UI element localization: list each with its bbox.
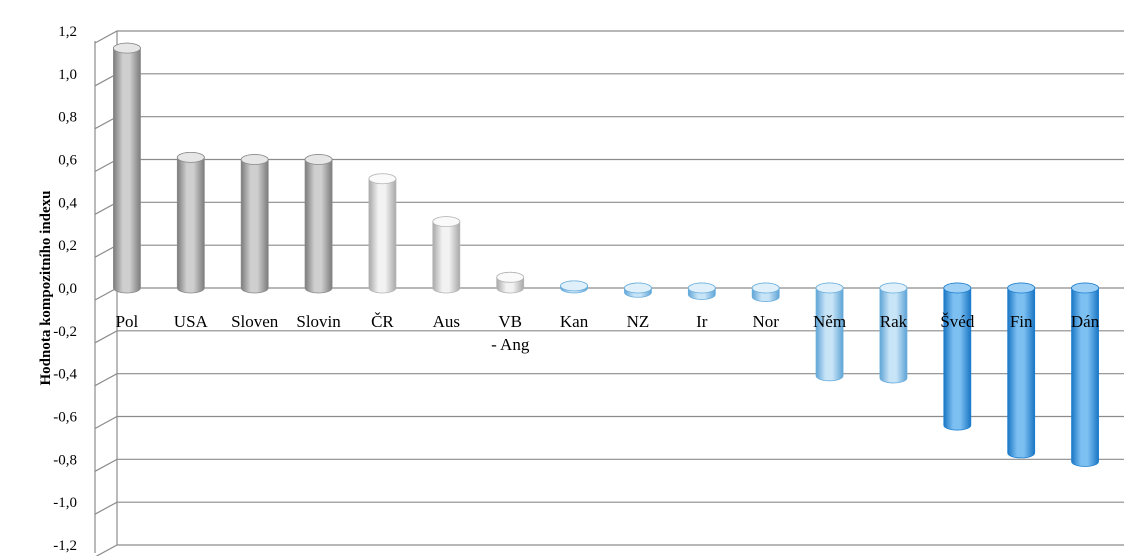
bar xyxy=(560,280,588,294)
category-label: Sloven xyxy=(231,312,279,331)
bar xyxy=(815,282,844,382)
y-tick-label: -0,4 xyxy=(53,367,77,383)
bar xyxy=(368,173,397,294)
gridline xyxy=(94,501,1124,515)
y-tick-label: 1,0 xyxy=(58,67,77,83)
gridline xyxy=(94,30,1124,44)
y-tick-label: -1,0 xyxy=(53,495,77,511)
bar xyxy=(1007,282,1036,459)
gridline xyxy=(94,116,1124,130)
bars xyxy=(113,42,1099,467)
category-label: Nor xyxy=(752,312,779,331)
category-label: USA xyxy=(174,312,209,331)
category-label: Pol xyxy=(116,312,139,331)
category-label: NZ xyxy=(627,312,650,331)
category-label: - Ang xyxy=(491,335,530,354)
category-label: ČR xyxy=(371,312,394,331)
category-label: Slovin xyxy=(296,312,341,331)
y-tick-label: 1,2 xyxy=(58,24,77,40)
bar xyxy=(176,151,205,294)
bar xyxy=(687,282,716,300)
bar xyxy=(751,282,780,302)
category-labels: Pol USA Sloven Slovin ČR Aus VB - Ang Kan NZ Ir Nor… xyxy=(116,312,1100,354)
y-tick-label: 0,0 xyxy=(58,281,77,297)
y-tick-label: -0,8 xyxy=(53,452,77,468)
y-tick-label: -1,2 xyxy=(53,538,77,554)
gridline xyxy=(94,73,1124,87)
gridline xyxy=(94,458,1124,472)
y-tick-label: 0,6 xyxy=(58,153,77,169)
category-label: Ir xyxy=(696,312,708,331)
y-tick-label: -0,2 xyxy=(53,324,77,340)
category-label: Aus xyxy=(433,312,460,331)
category-label: Rak xyxy=(880,312,908,331)
bar xyxy=(240,154,269,294)
category-label: VB xyxy=(498,312,522,331)
y-tick-label: 0,2 xyxy=(58,238,77,254)
bar xyxy=(113,42,141,294)
bar xyxy=(1071,282,1099,467)
y-tick-label: -0,6 xyxy=(53,410,77,426)
bar xyxy=(432,216,461,294)
category-label: Švéd xyxy=(940,312,975,331)
category-label: Něm xyxy=(813,312,846,331)
y-axis-title: Hodnota kompozitního indexu xyxy=(38,190,54,385)
category-label: Dán xyxy=(1071,312,1100,331)
bar xyxy=(943,282,972,431)
gridline xyxy=(95,544,1124,556)
y-tick-label: 0,8 xyxy=(58,110,77,126)
category-label: Fin xyxy=(1010,312,1033,331)
bar xyxy=(879,282,908,384)
bar xyxy=(624,282,652,298)
bar xyxy=(304,154,333,294)
y-axis-tick-labels: 1,2 1,0 0,8 0,6 0,4 0,2 0,0 -0,2 -0,4 -0,6 -0,8 -1,… xyxy=(53,24,77,554)
category-label: Kan xyxy=(560,312,589,331)
y-tick-label: 0,4 xyxy=(58,195,77,211)
bar xyxy=(496,271,525,294)
